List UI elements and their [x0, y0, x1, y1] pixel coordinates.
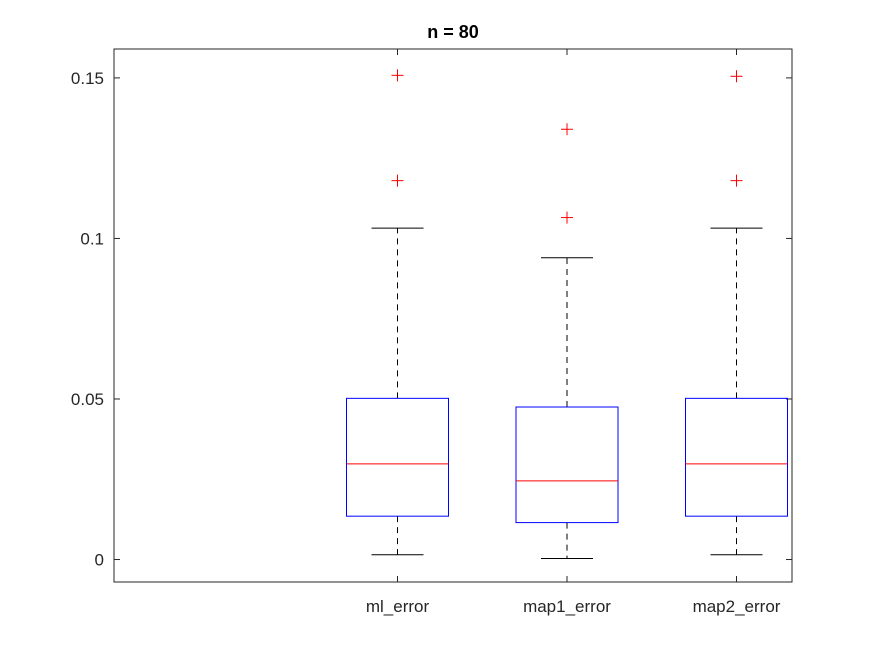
boxplot-series [346, 69, 788, 560]
y-tick-label: 0.1 [80, 229, 104, 248]
chart-title: n = 80 [427, 22, 479, 42]
x-axis: ml_error map1_error map2_error [366, 49, 781, 616]
outlier-marker [391, 69, 404, 82]
x-tick-label: map1_error [523, 597, 611, 616]
plot-area-frame [113, 48, 793, 583]
iqr-box [515, 406, 619, 524]
box-group-map1_error [515, 123, 619, 560]
y-tick-label: 0.15 [71, 69, 104, 88]
iqr-box [346, 397, 449, 517]
y-tick-label: 0.05 [71, 390, 104, 409]
outlier-marker [561, 211, 573, 224]
y-axis: 0 0.05 0.1 0.15 [71, 69, 792, 570]
y-tick-label: 0 [95, 551, 104, 570]
iqr-box [685, 397, 788, 517]
outlier-marker [391, 174, 404, 187]
x-tick-label: ml_error [366, 597, 430, 616]
outlier-marker [561, 123, 573, 136]
box-group-ml_error [346, 69, 449, 556]
outlier-marker [730, 174, 743, 187]
x-tick-label: map2_error [693, 597, 781, 616]
box-group-map2_error [685, 70, 788, 556]
outlier-marker [730, 70, 743, 83]
